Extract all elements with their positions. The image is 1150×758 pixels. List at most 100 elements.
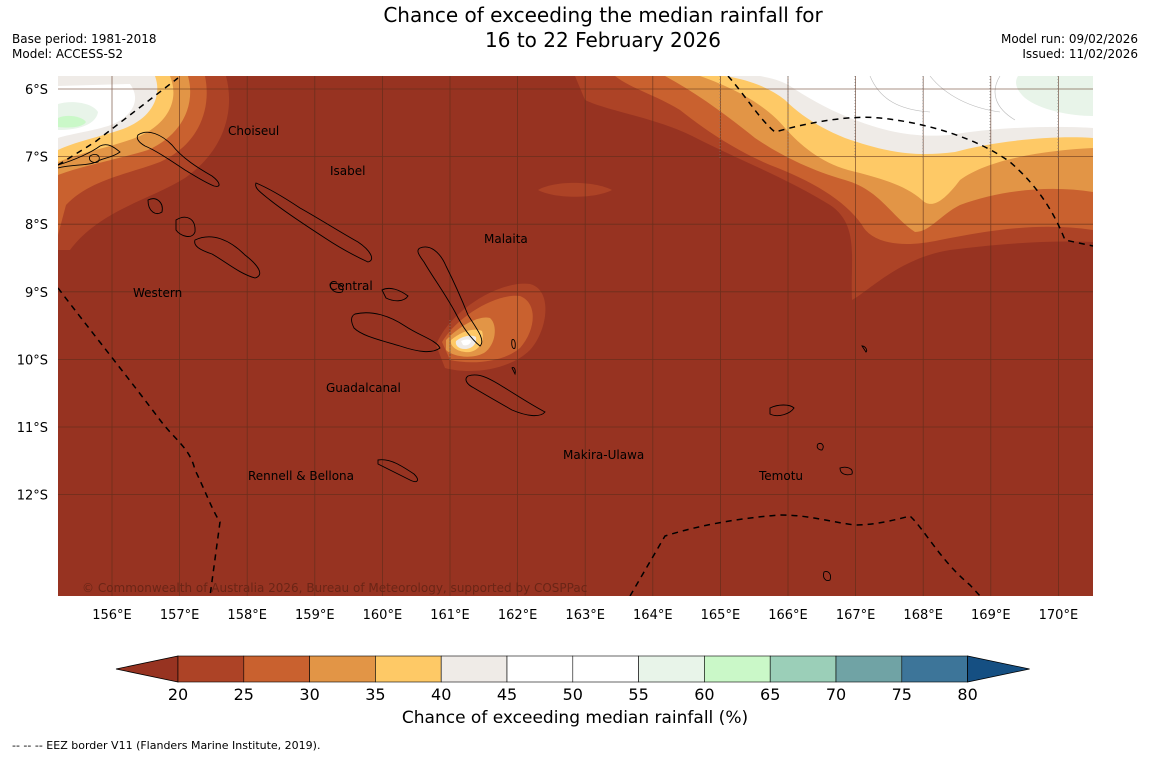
label-malaita: Malaita [484,232,528,246]
label-rennell-bellona: Rennell & Bellona [248,469,354,483]
island-russell [329,283,344,293]
island-vella-lavella [147,198,163,214]
colorbar-tick-label: 80 [957,685,977,704]
label-central: Central [329,279,373,293]
eez-footnote: -- -- -- EEZ border V11 (Flanders Marine… [12,739,321,752]
island-isabel [255,182,372,263]
colorbar-tick-label: 45 [497,685,517,704]
colorbar-band [638,655,705,683]
label-isabel: Isabel [330,164,365,178]
colorbar-tick-label: 75 [892,685,912,704]
colorbar-label: Chance of exceeding median rainfall (%) [401,708,749,728]
province-labels: Choiseul Isabel Malaita Central Western … [133,124,803,483]
island-rennell [377,459,418,483]
contour-malaita-hotspot [436,283,546,371]
lon-tick-label: 158°E [227,608,267,623]
colorbar-band [440,655,508,683]
island-makira [465,374,546,417]
meta-right: Model run: 09/02/2026 Issued: 11/02/2026 [1001,32,1138,62]
colorbar-over-arrow [967,655,1030,683]
lon-tick-label: 160°E [363,608,403,623]
colorbar-tick-label: 35 [365,685,385,704]
map-area: Choiseul Isabel Malaita Central Western … [58,76,1093,596]
lat-tick-label: 9°S [25,286,48,301]
meta-left: Base period: 1981-2018 Model: ACCESS-S2 [12,32,157,62]
lat-tick-label: 6°S [25,83,48,98]
islands [58,131,868,581]
island-ndai [511,339,516,349]
copyright: © Commonwealth of Australia 2026, Bureau… [82,581,587,595]
lon-tick-labels: 156°E 157°E 158°E 159°E 160°E 161°E 162°E 163°E… [92,608,1078,623]
island-santa-cruz [769,404,795,417]
colorbar-band [901,655,968,683]
island-florida [381,287,409,302]
colorbar-band [243,655,310,683]
colorbar-tick-label: 40 [431,685,451,704]
island-choiseul [136,131,220,187]
island-guadalcanal [351,312,441,353]
contour-nw [58,76,230,250]
colorbar-band [506,655,574,683]
island-new-georgia-2 [194,236,261,279]
colorbar-tick-label: 65 [760,685,780,704]
lon-tick-label: 166°E [768,608,808,623]
island-shortland [89,153,100,163]
lon-tick-label: 161°E [430,608,470,623]
island-duff [861,345,868,353]
colorbar-band [704,655,771,683]
lat-tick-label: 11°S [17,421,48,436]
contour-ne [575,76,1093,300]
island-malaita [417,246,483,347]
base-period: Base period: 1981-2018 [12,32,157,46]
island-reef-islands [816,443,824,451]
label-choiseul: Choiseul [228,124,279,138]
island-tikopia [823,571,831,581]
title-line-1: Chance of exceeding the median rainfall … [383,3,823,27]
label-temotu: Temotu [758,469,803,483]
model-name: Model: ACCESS-S2 [12,47,124,61]
contour-east-ellipse [538,182,612,197]
lon-tick-label: 168°E [903,608,943,623]
colorbar-tick-label: 55 [628,685,648,704]
island-bougainville [58,144,121,169]
colorbar-band [375,655,442,683]
lon-tick-label: 156°E [92,608,132,623]
lat-tick-label: 12°S [17,489,48,504]
label-makira-ulawa: Makira-Ulawa [563,448,644,462]
lon-tick-label: 164°E [633,608,673,623]
lon-tick-label: 169°E [971,608,1011,623]
lat-tick-label: 8°S [25,218,48,233]
colorbar-tick-label: 60 [694,685,714,704]
colorbar-tick-label: 25 [234,685,254,704]
island-ulawa [511,367,516,376]
island-new-georgia [175,216,196,237]
eez-border [58,76,1093,596]
lon-tick-label: 162°E [498,608,538,623]
label-guadalcanal: Guadalcanal [326,381,401,395]
colorbar-band [177,655,245,683]
colorbar-tick-label: 20 [168,685,188,704]
lon-tick-label: 157°E [160,608,200,623]
lon-tick-label: 170°E [1039,608,1079,623]
map-title: Chance of exceeding the median rainfall … [0,3,1150,53]
lat-tick-label: 7°S [25,151,48,166]
island-vanikoro [839,466,853,476]
label-western: Western [133,286,182,300]
colorbar-tick-label: 30 [299,685,319,704]
colorbar-tick-label: 50 [563,685,583,704]
colorbar-band [769,655,837,683]
lon-tick-label: 167°E [836,608,876,623]
lat-tick-label: 10°S [17,353,48,368]
colorbar-band [835,655,903,683]
lon-tick-label: 163°E [565,608,605,623]
lat-tick-labels: 6°S 7°S 8°S 9°S 10°S 11°S 12°S [17,83,48,504]
colorbar-under-arrow [115,655,179,683]
lon-tick-label: 165°E [701,608,741,623]
title-line-2: 16 to 22 February 2026 [485,28,721,52]
colorbar: 20 25 30 35 40 45 50 55 60 65 70 75 80 [115,655,1030,704]
issued-date: Issued: 11/02/2026 [1022,47,1138,61]
colorbar-band [572,655,639,683]
colorbar-tick-label: 70 [826,685,846,704]
model-run: Model run: 09/02/2026 [1000,32,1138,46]
